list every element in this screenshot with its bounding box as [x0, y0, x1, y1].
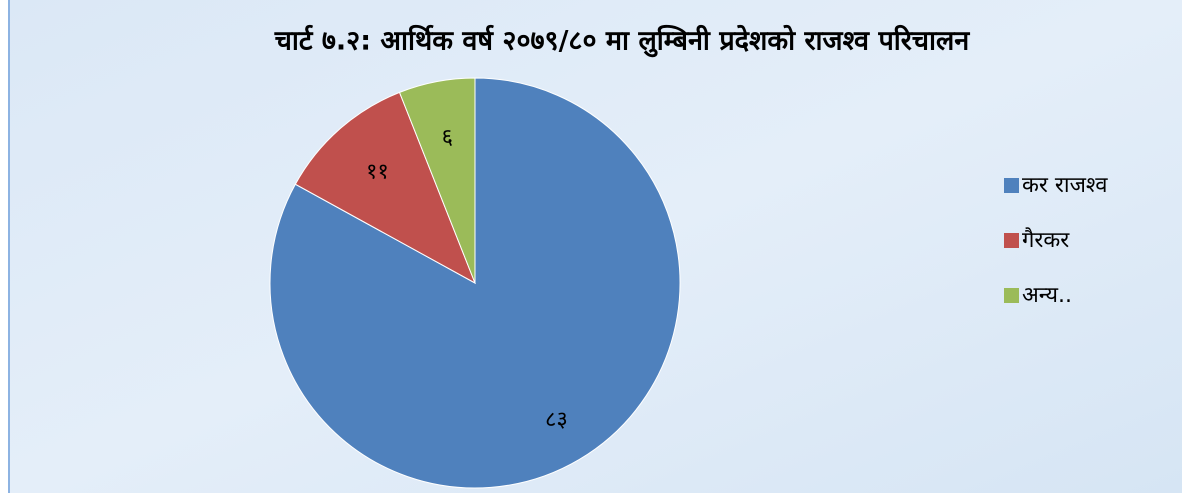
legend-swatch [1004, 288, 1019, 303]
pie-slice [398, 77, 476, 284]
data-label: ८३ [545, 408, 568, 433]
legend-label: कर राजश्व [1022, 173, 1108, 198]
legend-swatch [1004, 233, 1019, 248]
legend-swatch [1004, 178, 1019, 193]
data-label: ६ [442, 125, 453, 150]
legend-label: अन्य.. [1022, 283, 1072, 308]
pie-slice [294, 91, 476, 285]
chart-title: चार्ट ७.२: आर्थिक वर्ष २०७९/८० मा लुम्बि… [274, 25, 971, 58]
data-label: ११ [366, 159, 389, 184]
legend-label: गैरकर [1022, 227, 1070, 253]
